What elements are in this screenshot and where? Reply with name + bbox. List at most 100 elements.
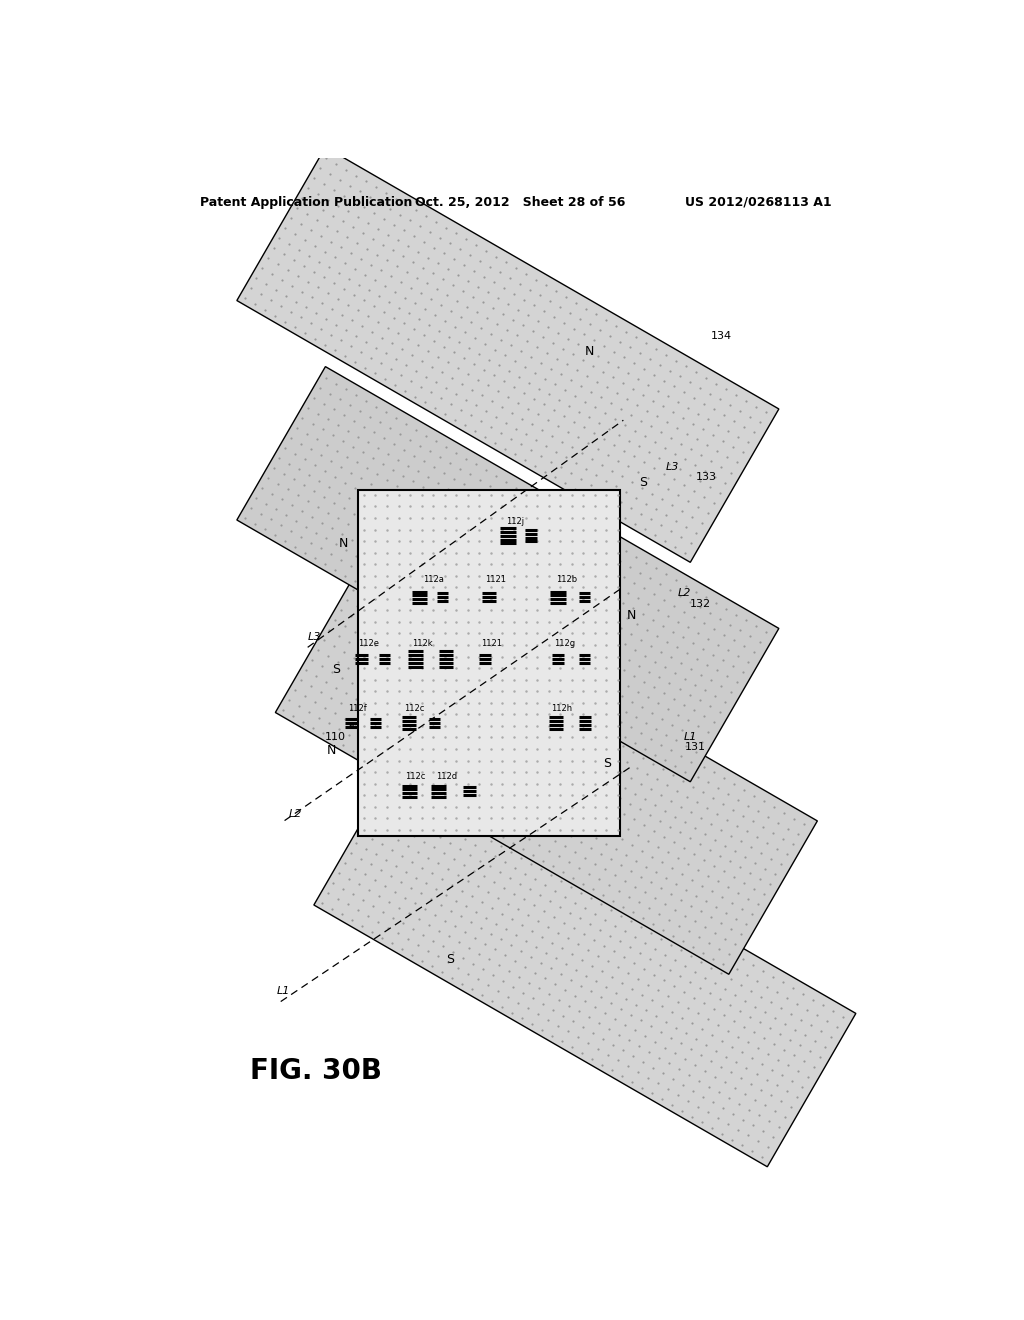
Point	[526, 515, 543, 536]
Point	[524, 413, 541, 434]
Point	[362, 347, 379, 368]
Point	[586, 642, 602, 663]
Point	[564, 564, 581, 585]
Point	[343, 606, 359, 627]
Point	[604, 730, 621, 751]
Point	[717, 473, 733, 494]
Point	[260, 248, 276, 269]
Point	[541, 983, 557, 1005]
Point	[328, 677, 344, 698]
Point	[506, 503, 522, 524]
Point	[413, 645, 429, 667]
Point	[511, 822, 527, 843]
Point	[557, 380, 573, 401]
Point	[354, 442, 371, 463]
Point	[574, 663, 591, 684]
Point	[560, 548, 577, 569]
Point	[597, 766, 613, 787]
Point	[486, 939, 503, 960]
Point	[469, 665, 485, 686]
Point	[571, 764, 588, 785]
Point	[341, 631, 357, 652]
Point	[317, 148, 334, 169]
Point	[521, 735, 538, 756]
Point	[399, 928, 416, 949]
Point	[420, 847, 436, 869]
Point	[723, 919, 739, 940]
Point	[561, 902, 578, 923]
Point	[642, 568, 658, 589]
Point	[748, 615, 764, 636]
Point	[325, 873, 341, 894]
Point	[442, 612, 459, 634]
Point	[633, 630, 649, 651]
Point	[508, 925, 524, 946]
Point	[406, 445, 422, 466]
Point	[468, 902, 484, 923]
Point	[670, 1085, 686, 1106]
Point	[777, 1014, 794, 1035]
Point	[356, 416, 373, 437]
Point	[457, 921, 473, 942]
Point	[662, 816, 678, 837]
Point	[580, 652, 596, 673]
Point	[514, 678, 530, 700]
Point	[770, 1049, 786, 1071]
Point	[584, 449, 600, 470]
Point	[618, 609, 635, 630]
Point	[659, 698, 676, 719]
Point	[646, 583, 663, 605]
Point	[410, 697, 426, 718]
Point	[441, 545, 458, 566]
Point	[266, 305, 283, 326]
Point	[732, 1068, 749, 1089]
Point	[459, 803, 475, 824]
Point	[444, 874, 461, 895]
Point	[539, 436, 555, 457]
Point	[600, 664, 616, 685]
Point	[280, 479, 296, 500]
Point	[476, 426, 493, 447]
Point	[586, 422, 602, 444]
Point	[564, 437, 581, 458]
Point	[720, 876, 736, 898]
Point	[408, 656, 424, 677]
Point	[700, 628, 717, 649]
Point	[713, 676, 729, 697]
Point	[643, 923, 659, 944]
Point	[481, 805, 498, 826]
Point	[553, 364, 569, 385]
Point	[324, 517, 340, 539]
Point	[622, 337, 638, 358]
Point	[503, 428, 519, 449]
Point	[631, 892, 647, 913]
Point	[332, 169, 348, 190]
Point	[454, 374, 470, 395]
Point	[592, 919, 608, 940]
Point	[770, 812, 786, 833]
Point	[530, 673, 547, 694]
Point	[736, 416, 753, 437]
Point	[480, 502, 497, 523]
Point	[521, 372, 538, 393]
Point	[571, 1001, 588, 1022]
Point	[498, 471, 514, 492]
Point	[602, 486, 618, 507]
Point	[388, 348, 404, 370]
Point	[354, 586, 371, 607]
Point	[628, 327, 644, 348]
Point	[508, 418, 524, 440]
Point	[664, 714, 680, 735]
Point	[720, 1113, 736, 1134]
Point	[347, 165, 364, 186]
Point	[599, 883, 615, 904]
Point	[655, 826, 672, 847]
Point	[580, 433, 596, 454]
Point	[616, 347, 633, 368]
Point	[701, 383, 718, 404]
Point	[523, 853, 540, 874]
Point	[334, 667, 350, 688]
Point	[380, 824, 396, 845]
Point	[521, 829, 538, 850]
Point	[569, 426, 586, 447]
